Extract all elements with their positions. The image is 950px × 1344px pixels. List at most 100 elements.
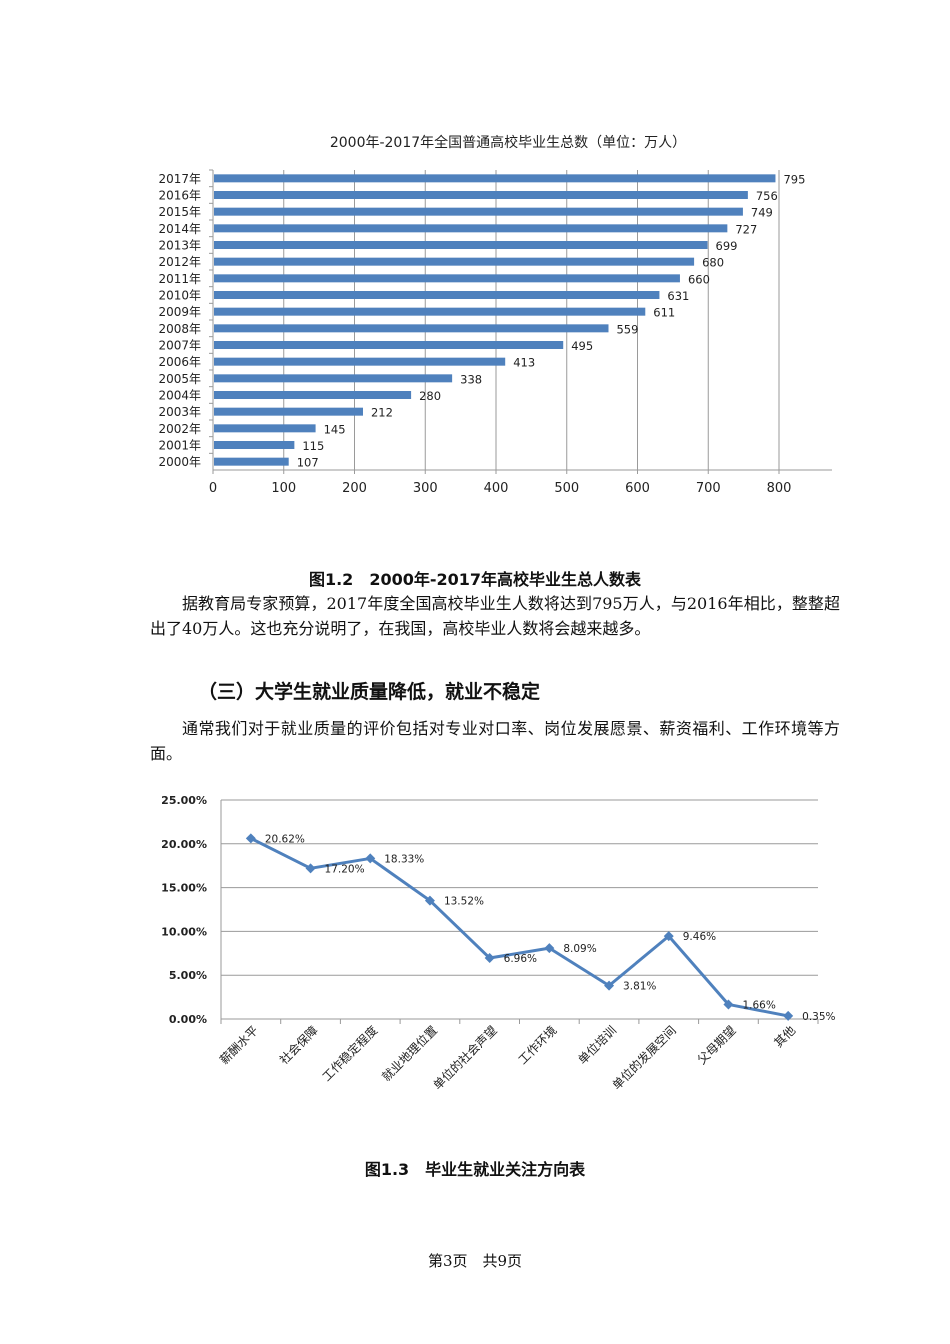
bar-value-label: 631 [667,289,689,303]
point-value-label: 8.09% [563,943,596,955]
x-category-label: 薪酬水平 [217,1023,261,1067]
bar-chart-gridlines [209,169,832,474]
x-category-label: 工作环境 [515,1023,560,1068]
y-category-label: 2016年 [158,189,201,203]
diamond-marker-icon [245,833,256,844]
figure-1-3-caption: 图1.3 毕业生就业关注方向表 [364,1160,586,1179]
paragraph-graduate-forecast: 据教育局专家预算，2017年度全国高校毕业生人数将达到795万人，与2016年相… [150,594,840,638]
bar-value-label: 413 [513,356,535,370]
diamond-marker-icon [783,1010,794,1021]
y-tick-label: 15.00% [161,882,207,895]
x-tick-label: 100 [271,481,296,496]
bar [214,441,295,449]
x-category-label: 单位培训 [575,1023,620,1068]
y-category-label: 2014年 [158,222,201,236]
bar [214,307,646,316]
y-category-label: 2004年 [158,389,201,403]
series-line [250,837,789,1018]
y-category-label: 2013年 [158,239,201,253]
bar [214,407,363,416]
y-category-label: 2009年 [158,305,201,319]
x-tick-label: 800 [767,481,792,496]
point-value-label: 9.46% [683,931,716,943]
x-tick-label: 500 [554,481,579,496]
bar [214,174,776,183]
x-category-label: 其他 [771,1023,798,1050]
bar-value-label: 611 [653,306,675,320]
y-category-label: 2003年 [158,405,201,419]
y-category-label: 2010年 [158,289,201,303]
line-chart-gridlines [220,799,819,1024]
bar-value-label: 756 [756,189,778,203]
bar-value-label: 338 [460,372,482,386]
bar-chart-title: 2000年-2017年全国普通高校毕业生总数（单位：万人） [330,134,686,151]
bar [214,341,564,349]
x-tick-label: 600 [625,481,650,496]
bar-value-label: 495 [571,339,593,353]
x-category-label: 工作稳定程度 [319,1023,381,1085]
line-chart-employment-concerns: 0.00% 5.00% 10.00% 15.00% 20.00% 25.00% 20.62… [161,794,836,1093]
point-value-label: 1.66% [742,999,775,1011]
bar [214,224,728,233]
x-tick-label: 700 [696,481,721,496]
bar [214,257,695,266]
paragraph-quality-evaluation: 通常我们对于就业质量的评价包括对专业对口率、岗位发展愿景、薪资福利、工作环境等方… [150,719,840,763]
figure-1-2-caption: 图1.2 2000年-2017年高校毕业生总人数表 [308,570,642,589]
bar-value-label: 660 [688,272,710,286]
diamond-marker-icon [424,895,435,906]
y-category-label: 2015年 [158,205,201,219]
x-category-label: 父母期望 [695,1023,739,1067]
diamond-marker-icon [365,853,376,864]
bar-chart-graduates: 2000年-2017年全国普通高校毕业生总数（单位：万人） 2017年 2016年… [158,134,832,496]
bar [214,457,289,466]
diamond-marker-icon [544,943,555,954]
bar [214,357,506,366]
y-category-label: 2011年 [158,272,201,286]
bar-chart-x-axis-labels: 0 100 200 300 400 500 600 700 800 [209,481,792,496]
point-value-label: 3.81% [623,981,656,993]
diamond-marker-icon [723,999,734,1010]
bar-value-label: 145 [324,422,346,436]
bar [214,207,743,216]
y-category-label: 2012年 [158,255,201,269]
bar [214,274,680,283]
y-category-label: 2008年 [158,322,201,336]
bar-value-label: 115 [302,439,324,453]
point-value-label: 0.35% [802,1011,835,1023]
bar-value-label: 212 [371,406,393,420]
point-value-label: 17.20% [325,863,365,875]
x-tick-label: 200 [342,481,367,496]
bar-value-label: 727 [735,222,757,236]
point-value-label: 20.62% [265,833,305,845]
bar [214,191,748,199]
bar [214,241,708,249]
section-heading-employment-quality: （三）大学生就业质量降低，就业不稳定 [198,681,541,703]
x-category-label: 单位的发展空间 [609,1023,679,1093]
bar-value-label: 559 [616,322,638,336]
x-category-label: 社会保障 [276,1023,321,1068]
bar-value-label: 280 [419,389,441,403]
diamond-marker-icon [305,863,316,874]
point-value-label: 18.33% [384,853,424,865]
bar-value-label: 680 [702,256,724,270]
bar-value-label: 107 [297,456,319,470]
y-tick-label: 20.00% [161,838,207,851]
bar [214,324,609,333]
x-category-label: 单位的社会声望 [430,1023,500,1093]
y-category-label: 2000年 [158,455,201,469]
y-tick-label: 0.00% [169,1013,207,1026]
diamond-marker-icon [663,931,674,942]
x-tick-label: 0 [209,481,217,496]
bar-chart-bars [214,174,776,466]
point-value-label: 6.96% [504,953,537,965]
y-category-label: 2001年 [158,439,201,453]
x-tick-label: 300 [413,481,438,496]
y-category-label: 2017年 [158,172,201,186]
line-chart-y-axis-labels: 0.00% 5.00% 10.00% 15.00% 20.00% 25.00% [161,794,207,1026]
bar [214,291,660,299]
bar-chart-data-labels: 795 756 749 727 699 680 660 631 611 559 495 413 338 2… [297,172,806,469]
y-category-label: 2006年 [158,355,201,369]
diamond-marker-icon [604,980,615,991]
line-chart-series: 20.62% 17.20% 18.33% 13.52% 6.96% 8.09% 3.81% 9… [245,833,836,1023]
